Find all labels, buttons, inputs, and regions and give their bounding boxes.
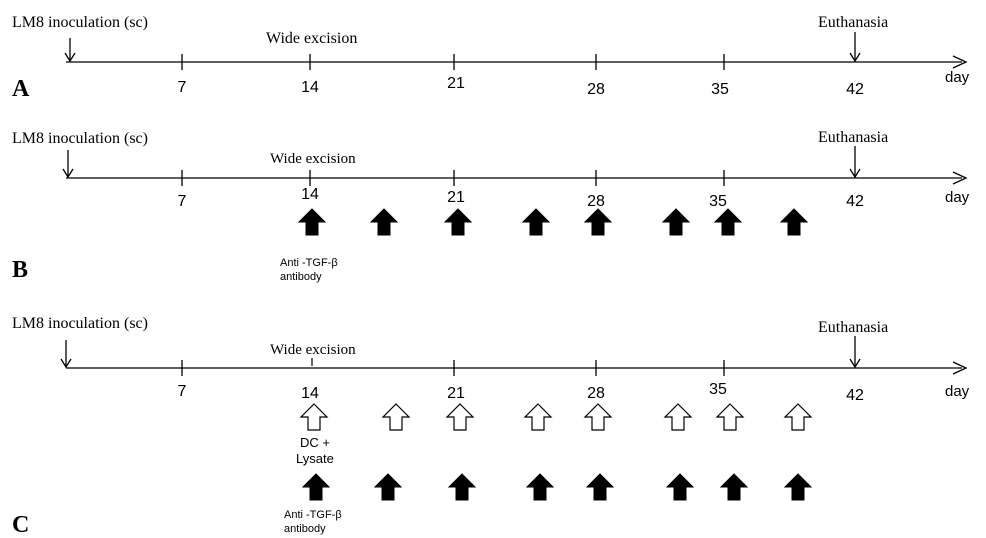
- euthanasia-label: Euthanasia: [818, 129, 888, 146]
- antibody-arrow-row: [301, 473, 813, 501]
- dc-lysate-dose-arrow: [445, 403, 475, 431]
- antibody-dose-arrow: [443, 208, 473, 236]
- tick-label: 21: [447, 385, 465, 402]
- dc-lysate-arrow-row: [299, 403, 813, 431]
- antibody-label-line: antibody: [284, 523, 326, 535]
- inoculation-arrowhead: [60, 358, 72, 369]
- antibody-dose-arrow: [719, 473, 749, 501]
- antibody-arrow-row: [297, 208, 809, 236]
- antibody-dose-arrow: [447, 473, 477, 501]
- antibody-dose-arrow: [783, 473, 813, 501]
- antibody-dose-arrow: [779, 208, 809, 236]
- antibody-dose-arrow: [713, 208, 743, 236]
- dc-lysate-dose-arrow: [583, 403, 613, 431]
- euthanasia-label: Euthanasia: [818, 14, 888, 31]
- excision-label: Wide excision: [266, 30, 357, 47]
- tick-label: 42: [846, 387, 864, 404]
- antibody-label-line: antibody: [280, 271, 322, 283]
- panel-b: LM8 inoculation (sc) Wide excision Eutha…: [12, 129, 970, 283]
- tick-label: 14: [301, 79, 319, 96]
- tick-label: 21: [447, 189, 465, 206]
- antibody-label-line: Anti -TGF-β: [284, 509, 342, 521]
- timeline-arrowhead: [952, 55, 968, 69]
- dc-lysate-label-line: DC +: [300, 435, 330, 450]
- euthanasia-arrowhead: [849, 358, 861, 369]
- tick-label: 42: [846, 81, 864, 98]
- antibody-dose-arrow: [583, 208, 613, 236]
- dc-lysate-dose-arrow: [299, 403, 329, 431]
- inoculation-label: LM8 inoculation (sc): [12, 14, 148, 31]
- panel-letter: A: [12, 76, 30, 102]
- tick-label: 35: [709, 193, 727, 210]
- euthanasia-label: Euthanasia: [818, 319, 888, 336]
- dc-lysate-label-line: Lysate: [296, 451, 334, 466]
- inoculation-arrowhead: [62, 168, 74, 179]
- dc-lysate-dose-arrow: [523, 403, 553, 431]
- tick-label: 7: [178, 79, 187, 96]
- panel-letter: C: [12, 512, 29, 538]
- antibody-dose-arrow: [585, 473, 615, 501]
- tick-label: 14: [301, 385, 319, 402]
- timeline-arrowhead: [952, 361, 968, 375]
- panel-a: LM8 inoculation (sc) Wide excision Eutha…: [12, 14, 970, 102]
- unit-label: day: [945, 189, 970, 206]
- antibody-dose-arrow: [661, 208, 691, 236]
- dc-lysate-dose-arrow: [783, 403, 813, 431]
- timeline-arrowhead: [952, 171, 968, 185]
- tick-label: 7: [178, 383, 187, 400]
- tick-label: 28: [587, 385, 605, 402]
- unit-label: day: [945, 69, 970, 86]
- dc-lysate-dose-arrow: [715, 403, 745, 431]
- tick-label: 28: [587, 81, 605, 98]
- tick-label: 35: [711, 81, 729, 98]
- antibody-label-line: Anti -TGF-β: [280, 257, 338, 269]
- dc-lysate-dose-arrow: [381, 403, 411, 431]
- antibody-dose-arrow: [525, 473, 555, 501]
- tick-label: 28: [587, 193, 605, 210]
- antibody-dose-arrow: [297, 208, 327, 236]
- tick-label: 42: [846, 193, 864, 210]
- tick-label: 35: [709, 381, 727, 398]
- antibody-dose-arrow: [373, 473, 403, 501]
- antibody-dose-arrow: [521, 208, 551, 236]
- tick-label: 21: [447, 75, 465, 92]
- excision-label: Wide excision: [270, 342, 356, 358]
- euthanasia-arrowhead: [849, 52, 861, 63]
- antibody-dose-arrow: [301, 473, 331, 501]
- panel-c: LM8 inoculation (sc) Wide excision Eutha…: [12, 315, 970, 538]
- inoculation-arrowhead: [64, 52, 76, 63]
- inoculation-label: LM8 inoculation (sc): [12, 130, 148, 147]
- tick-label: 14: [301, 186, 319, 203]
- antibody-dose-arrow: [665, 473, 695, 501]
- dc-lysate-dose-arrow: [663, 403, 693, 431]
- antibody-dose-arrow: [369, 208, 399, 236]
- tick-label: 7: [178, 193, 187, 210]
- unit-label: day: [945, 383, 970, 400]
- inoculation-label: LM8 inoculation (sc): [12, 315, 148, 332]
- panel-letter: B: [12, 257, 28, 283]
- euthanasia-arrowhead: [849, 168, 861, 179]
- excision-label: Wide excision: [270, 151, 356, 167]
